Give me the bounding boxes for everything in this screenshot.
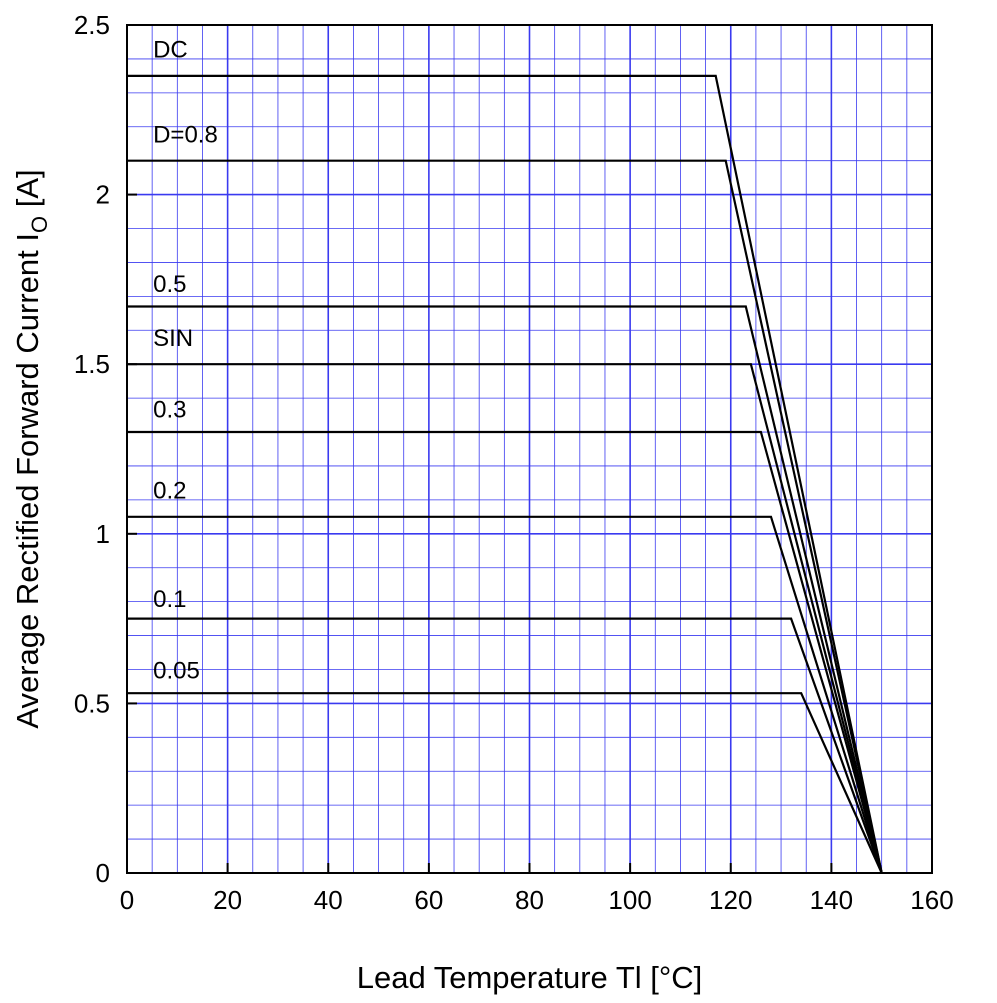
x-tick-label: 40 bbox=[314, 885, 343, 915]
y-tick-label: 1.5 bbox=[74, 349, 110, 379]
y-tick-label: 0.5 bbox=[74, 688, 110, 718]
series-line bbox=[127, 430, 883, 874]
x-axis-title: Lead Temperature Tl [°C] bbox=[357, 960, 703, 995]
y-axis-title-unit: [A] bbox=[10, 169, 45, 216]
series-label: 0.05 bbox=[153, 657, 200, 684]
series-line bbox=[127, 305, 883, 874]
x-tick-label: 140 bbox=[810, 885, 853, 915]
series-label: 0.5 bbox=[153, 271, 186, 298]
series-lines bbox=[127, 74, 883, 874]
series-line bbox=[127, 692, 883, 874]
y-axis-title-main: Average Rectified Forward Current I bbox=[10, 233, 45, 729]
x-tick-label: 60 bbox=[414, 885, 443, 915]
series-label: SIN bbox=[153, 325, 193, 352]
series-line bbox=[127, 159, 883, 874]
y-tick-label: 2 bbox=[96, 180, 110, 210]
x-tick-label: 80 bbox=[515, 885, 544, 915]
series-label: DC bbox=[153, 37, 188, 64]
x-tick-label: 0 bbox=[120, 885, 134, 915]
series-label: D=0.8 bbox=[153, 122, 218, 149]
y-tick-label: 1 bbox=[96, 519, 110, 549]
x-tick-label: 100 bbox=[608, 885, 651, 915]
x-tick-label: 120 bbox=[709, 885, 752, 915]
grid bbox=[126, 24, 933, 874]
series-line bbox=[127, 617, 883, 874]
y-tick-label: 0 bbox=[96, 858, 110, 888]
series-labels: DC D=0.8 0.5 SIN 0.3 0.2 0.1 0.05 bbox=[153, 37, 218, 685]
tick-labels: 0 20 40 60 80 100 120 140 160 0 0.5 1 1.5 2 2.5 bbox=[74, 10, 954, 915]
y-tick-label: 2.5 bbox=[74, 10, 110, 40]
y-axis-title: Average Rectified Forward Current IO [A] bbox=[10, 169, 52, 728]
series-label: 0.3 bbox=[153, 396, 186, 423]
series-line bbox=[127, 363, 883, 874]
y-axis-title-subscript: O bbox=[27, 216, 52, 233]
series-line bbox=[127, 515, 883, 874]
series-label: 0.1 bbox=[153, 586, 186, 613]
series-label: 0.2 bbox=[153, 478, 186, 505]
x-tick-label: 160 bbox=[910, 885, 953, 915]
series-line bbox=[127, 74, 883, 874]
x-tick-label: 20 bbox=[213, 885, 242, 915]
